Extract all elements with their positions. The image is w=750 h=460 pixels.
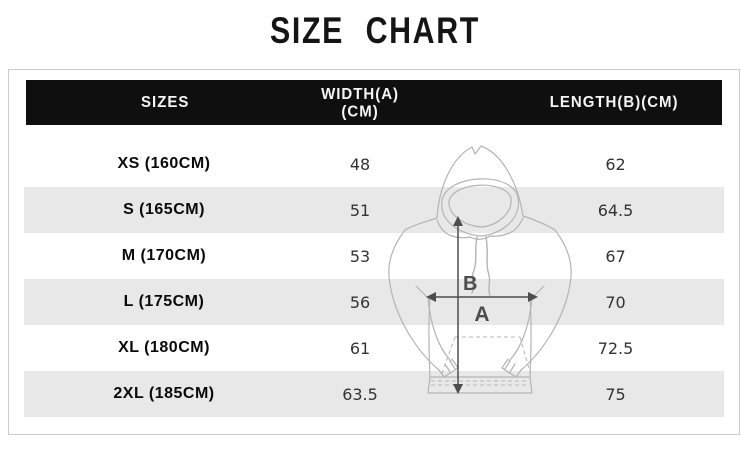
table-row: M (170CM) 53 67: [24, 233, 724, 279]
cell-length: 62: [605, 154, 626, 174]
cell-size: 2XL (185CM): [113, 385, 215, 402]
cell-width: 53: [349, 246, 371, 266]
cell-width: 51: [349, 200, 371, 220]
page-title: SIZE CHART: [270, 10, 480, 51]
cell-size: S (165CM): [123, 201, 205, 218]
cell-length: 72.5: [597, 338, 634, 358]
header-cell-length: LENGTH(B)(CM): [549, 93, 679, 112]
cell-width: 61: [349, 338, 371, 358]
cell-length: 70: [605, 292, 626, 312]
cell-length: 75: [605, 384, 626, 404]
table-header-row: SIZES WIDTH(A)(CM) LENGTH(B)(CM): [26, 80, 722, 125]
cell-width: 48: [349, 154, 371, 174]
table-row: L (175CM) 56 70: [24, 279, 724, 325]
table-row: S (165CM) 51 64.5: [24, 187, 724, 233]
table-row: 2XL (185CM) 63.5 75: [24, 371, 724, 417]
cell-length: 67: [605, 246, 626, 266]
table-row: XS (160CM) 48 62: [24, 141, 724, 187]
cell-size: L (175CM): [123, 293, 205, 310]
table-row: XL (180CM) 61 72.5: [24, 325, 724, 371]
cell-width: 63.5: [342, 384, 378, 404]
size-chart-table: SIZES WIDTH(A)(CM) LENGTH(B)(CM) XS (160…: [8, 69, 740, 435]
header-cell-width: WIDTH(A)(CM): [321, 84, 400, 121]
header-cell-sizes: SIZES: [141, 93, 190, 112]
cell-size: XS (160CM): [117, 155, 211, 172]
cell-length: 64.5: [597, 200, 634, 220]
cell-size: M (170CM): [121, 247, 207, 264]
cell-size: XL (180CM): [118, 339, 210, 356]
cell-width: 56: [349, 292, 371, 312]
